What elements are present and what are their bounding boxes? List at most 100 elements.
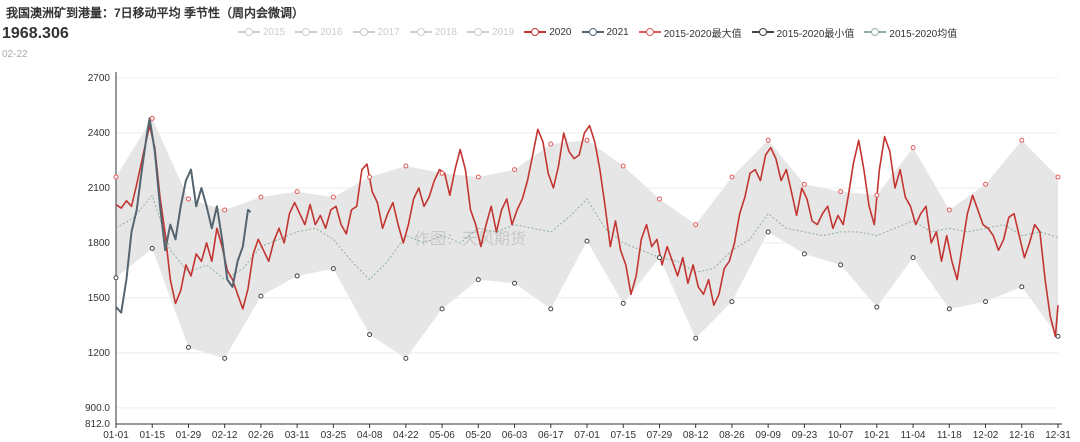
- legend-item-2021[interactable]: 2021: [581, 26, 629, 38]
- legend-label: 2021: [606, 26, 629, 38]
- series-point-2015-2020最小值: [475, 277, 481, 283]
- series-line-2021: [115, 117, 252, 314]
- series-point-2015-2020最大值: [512, 167, 518, 173]
- series-point-2015-2020最大值: [1019, 137, 1025, 143]
- legend-symbol-icon: [581, 27, 604, 37]
- x-tick-label: 08-26: [719, 430, 745, 441]
- series-point-2015-2020最小值: [512, 280, 518, 286]
- legend-item-2017[interactable]: 2017: [352, 26, 400, 38]
- legend-label: 2015: [263, 26, 286, 38]
- x-tick-label: 06-03: [502, 430, 528, 441]
- series-point-2015-2020最大值: [439, 170, 445, 176]
- watermark-text: 作图：天风期货: [414, 230, 526, 248]
- series-point-2015-2020最小值: [185, 344, 191, 350]
- legend-symbol-icon: [467, 27, 489, 37]
- series-point-2015-2020最大值: [222, 207, 228, 213]
- x-tick-label: 09-09: [755, 430, 781, 441]
- series-point-2015-2020最小值: [439, 306, 445, 312]
- series-point-2015-2020最大值: [801, 181, 807, 187]
- x-tick-label: 07-15: [610, 430, 636, 441]
- legend-item-2015-2020最小值[interactable]: 2015-2020最小值: [751, 25, 855, 40]
- x-tick-label: 04-22: [393, 430, 419, 441]
- y-tick-label: 1200: [88, 348, 111, 359]
- series-point-2015-2020最小值: [946, 306, 952, 312]
- series-point-2015-2020最大值: [910, 145, 916, 151]
- series-point-2015-2020最大值: [838, 189, 844, 195]
- x-tick-label: 12-16: [1009, 430, 1035, 441]
- series-point-2015-2020最小值: [620, 300, 626, 306]
- series-point-2015-2020最小值: [983, 299, 989, 305]
- series-point-2015-2020最小值: [729, 299, 735, 305]
- x-tick-label: 03-25: [321, 430, 347, 441]
- legend-label: 2019: [492, 26, 515, 38]
- x-tick-label: 08-12: [683, 430, 709, 441]
- x-tick-label: 11-04: [901, 430, 926, 441]
- latest-value-date: 02-22: [2, 49, 28, 60]
- y-tick-label: 2700: [88, 73, 111, 84]
- series-point-2015-2020最小值: [838, 262, 844, 268]
- latest-value: 1968.306: [2, 25, 69, 42]
- legend-symbol-icon: [238, 27, 260, 37]
- x-tick-label: 04-08: [357, 430, 383, 441]
- series-point-2015-2020最小值: [910, 255, 916, 261]
- series-point-2015-2020最小值: [258, 293, 264, 299]
- legend-symbol-icon: [409, 27, 432, 37]
- legend-label: 2015-2020最小值: [776, 28, 855, 40]
- series-point-2015-2020最小值: [330, 266, 336, 272]
- series-point-2015-2020最大值: [983, 181, 989, 187]
- min-max-band: [116, 118, 1058, 359]
- series-point-2015-2020最小值: [367, 332, 373, 338]
- x-tick-label: 01-15: [139, 430, 165, 441]
- series-point-2015-2020最大值: [874, 192, 880, 198]
- legend-symbol-icon: [638, 27, 661, 37]
- y-tick-label: 1800: [88, 238, 111, 249]
- x-tick-label: 12-02: [973, 430, 999, 441]
- series-point-2015-2020最小值: [149, 245, 155, 251]
- legend-item-2020[interactable]: 2020: [524, 26, 572, 38]
- x-tick-label: 11-18: [937, 430, 962, 441]
- legend-symbol-icon: [295, 27, 318, 37]
- y-tick-label: 1500: [88, 293, 111, 304]
- series-point-2015-2020最大值: [693, 222, 699, 228]
- series-point-2015-2020最大值: [149, 115, 155, 121]
- x-tick-label: 12-31: [1045, 430, 1071, 441]
- series-point-2015-2020最大值: [729, 174, 735, 180]
- series-point-2015-2020最大值: [584, 137, 590, 143]
- series-point-2015-2020最大值: [946, 207, 952, 213]
- series-point-2015-2020最小值: [294, 273, 300, 279]
- legend-item-2019[interactable]: 2019: [467, 27, 514, 38]
- legend-item-2018[interactable]: 2018: [409, 27, 457, 38]
- series-point-2015-2020最大值: [765, 137, 771, 143]
- x-tick-label: 06-17: [538, 430, 564, 441]
- series-point-2015-2020最小值: [874, 304, 880, 310]
- legend-label: 2017: [377, 26, 400, 38]
- legend-item-2015-2020均值[interactable]: 2015-2020均值: [864, 25, 957, 40]
- legend-symbol-icon: [524, 27, 547, 37]
- y-tick-label: 2400: [88, 128, 111, 139]
- series-line-2020: [115, 124, 1059, 338]
- series-point-2015-2020最大值: [258, 194, 264, 200]
- legend-label: 2016: [320, 26, 343, 38]
- series-point-2015-2020最大值: [403, 163, 409, 169]
- chart-legend: 2015 2016 2017 2018 2019 2020 2021 2015-2020最大值…: [238, 24, 957, 40]
- series-point-2015-2020最大值: [620, 163, 626, 169]
- series-point-2015-2020最小值: [113, 275, 119, 281]
- y-tick-label: 2100: [88, 183, 111, 194]
- series-point-2015-2020最小值: [1019, 284, 1025, 290]
- x-tick-label: 05-06: [429, 430, 455, 441]
- legend-item-2015[interactable]: 2015: [238, 27, 285, 38]
- series-point-2015-2020最小值: [693, 335, 699, 341]
- series-point-2015-2020最大值: [294, 189, 300, 195]
- series-point-2015-2020最大值: [1055, 174, 1061, 180]
- x-tick-label: 07-01: [574, 430, 600, 441]
- legend-label: 2020: [549, 26, 572, 38]
- series-point-2015-2020最小值: [656, 255, 662, 261]
- legend-symbol-icon: [352, 27, 375, 37]
- legend-item-2015-2020最大值[interactable]: 2015-2020最大值: [638, 25, 742, 40]
- series-point-2015-2020最大值: [185, 196, 191, 202]
- x-tick-label: 09-23: [792, 430, 818, 441]
- legend-item-2016[interactable]: 2016: [295, 26, 343, 38]
- series-point-2015-2020最大值: [475, 174, 481, 180]
- x-tick-label: 07-29: [647, 430, 673, 441]
